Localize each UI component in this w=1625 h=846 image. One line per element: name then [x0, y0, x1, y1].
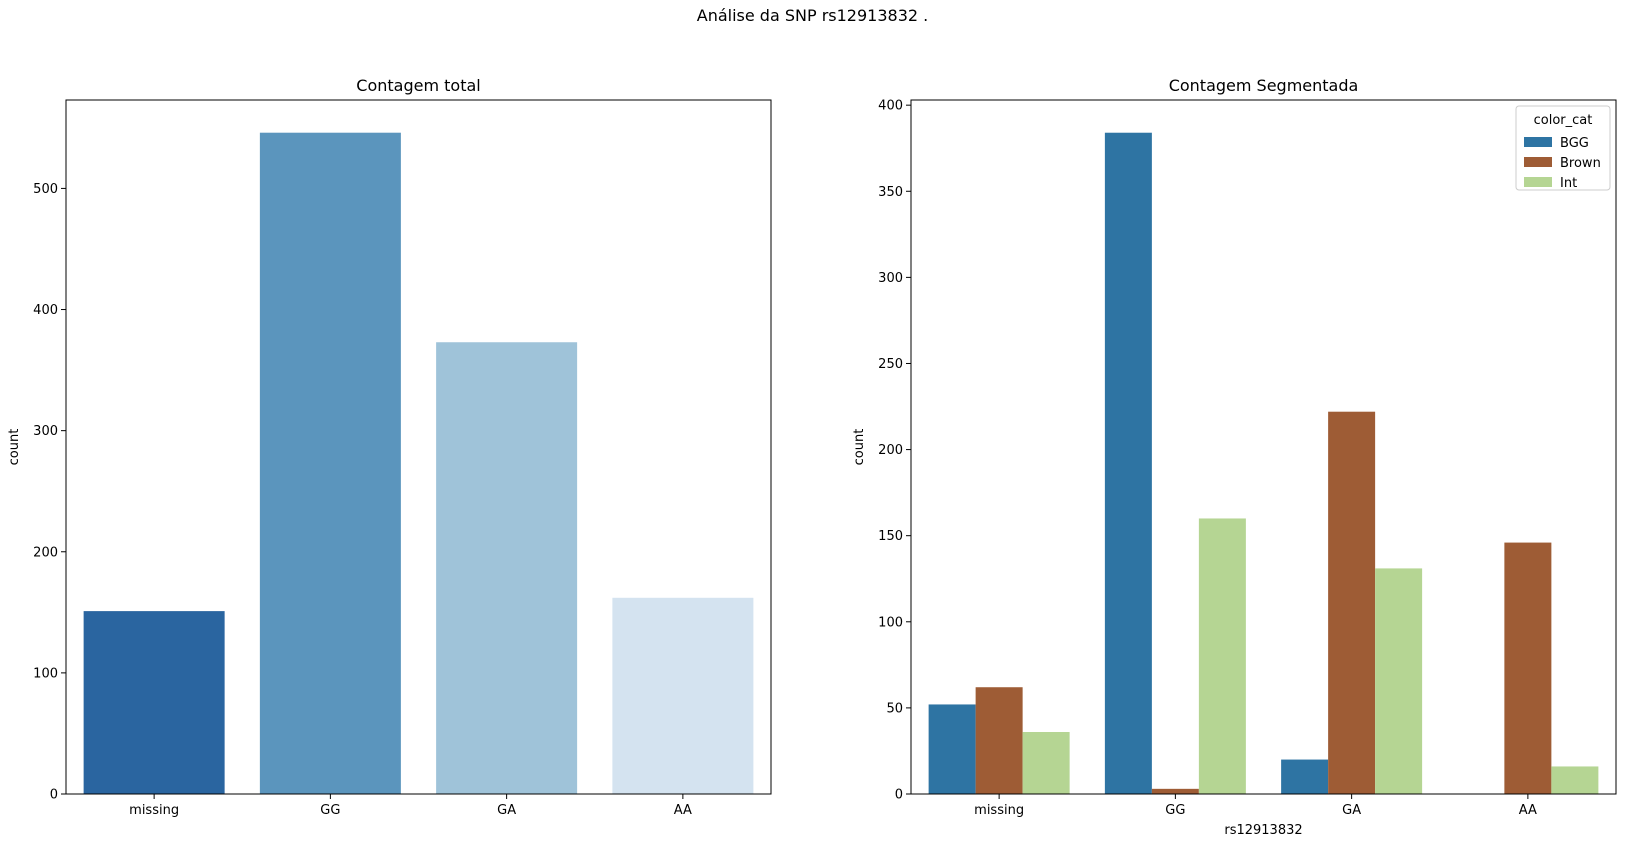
chart2-legend-swatch-bgg [1524, 137, 1552, 147]
figure-suptitle: Análise da SNP rs12913832 . [696, 6, 929, 25]
chart2-bar-int-ga [1375, 568, 1423, 794]
chart1-xtick-label: GA [497, 803, 516, 818]
chart2-ytick-label: 200 [878, 443, 903, 458]
chart2-legend-swatch-int [1524, 177, 1552, 187]
chart2-ylabel: count [852, 429, 867, 466]
chart2-bar-int-aa [1551, 766, 1599, 794]
chart2-xtick-label: GG [1165, 803, 1185, 818]
chart2-legend-box [1515, 105, 1611, 191]
chart2-bar-int-gg [1198, 518, 1246, 794]
chart1-ytick-label: 0 [50, 788, 58, 803]
chart1-xtick-label: missing [129, 803, 179, 818]
chart2-legend-label-bgg: BGG [1560, 136, 1589, 151]
chart1-title: Contagem total [356, 76, 480, 95]
chart2-ytick-label: 100 [878, 615, 903, 630]
chart2-bar-bgg-ga [1281, 759, 1329, 794]
chart2-xtick-label: missing [974, 803, 1024, 818]
chart2-xlabel: rs12913832 [1224, 823, 1302, 838]
chart1-ytick-label: 100 [33, 666, 58, 681]
chart1-bar-gg [259, 132, 401, 795]
chart1-ytick-label: 300 [33, 424, 58, 439]
chart2-bar-brown-ga [1328, 411, 1376, 794]
chart2-legend-label-int: Int [1560, 176, 1577, 191]
chart2-ytick-label: 350 [878, 185, 903, 200]
chart2-bar-bgg-missing [928, 704, 976, 794]
chart1-ylabel: count [7, 429, 22, 466]
chart1-bar-ga [436, 342, 578, 794]
chart2-ytick-label: 150 [878, 529, 903, 544]
chart1-ytick-label: 500 [33, 182, 58, 197]
chart1-ytick-label: 400 [33, 303, 58, 318]
chart1-xtick-label: GG [320, 803, 340, 818]
chart2-title: Contagem Segmentada [1169, 76, 1359, 95]
chart2-legend-label-brown: Brown [1560, 156, 1601, 171]
chart2-bar-brown-missing [975, 687, 1023, 794]
chart2-legend-swatch-brown [1524, 157, 1552, 167]
chart1-bar-aa [612, 597, 754, 794]
chart1-bar-missing [83, 611, 225, 794]
chart2-ytick-label: 400 [878, 99, 903, 114]
chart2-ytick-label: 0 [895, 788, 903, 803]
chart2-bar-brown-gg [1151, 788, 1199, 794]
chart2-xtick-label: GA [1342, 803, 1361, 818]
chart2-bar-brown-aa [1504, 542, 1552, 794]
chart2-ytick-label: 250 [878, 357, 903, 372]
chart2-ytick-label: 50 [886, 701, 903, 716]
chart2-bar-bgg-gg [1104, 132, 1152, 794]
chart2-axes-frame [910, 99, 1617, 795]
chart2-bar-int-missing [1022, 732, 1070, 794]
chart1-xtick-label: AA [674, 803, 692, 818]
chart1-ytick-label: 200 [33, 545, 58, 560]
chart2-legend-title: color_cat [1534, 113, 1593, 128]
chart1-axes-frame [65, 99, 772, 795]
chart2-xtick-label: AA [1519, 803, 1537, 818]
chart2-ytick-label: 300 [878, 271, 903, 286]
